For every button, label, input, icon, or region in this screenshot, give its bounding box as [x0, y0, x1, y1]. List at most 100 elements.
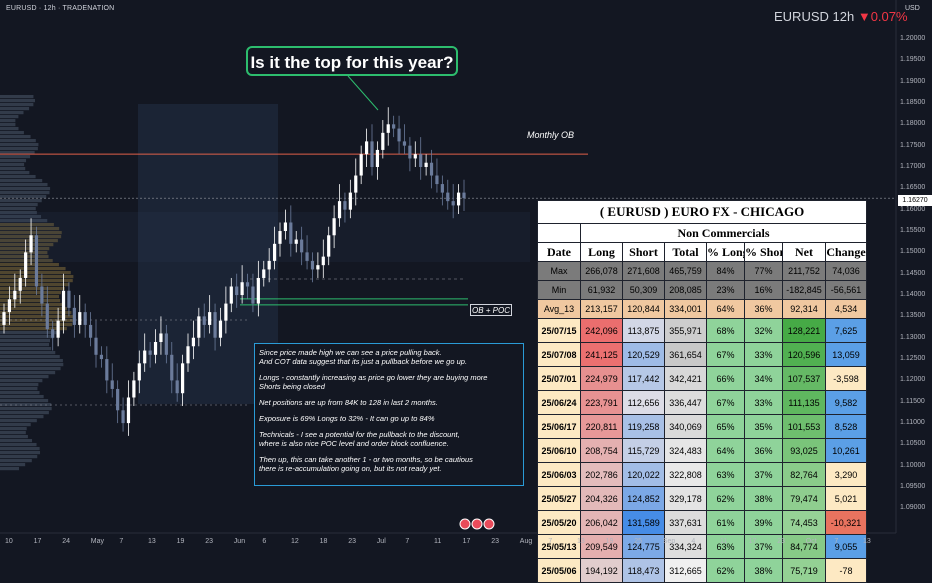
- candle-body: [110, 380, 114, 389]
- cot-cell: 33%: [744, 342, 783, 367]
- profile-bar: [0, 439, 33, 443]
- price-axis[interactable]: 1.20000 1.19500 1.19000 1.18500 1.18000 1.175…: [896, 0, 932, 550]
- cot-row: Min 61,932 50,309 208,085 23% 16% -182,845 -56,…: [537, 280, 868, 300]
- cot-cell: 79,474: [782, 486, 826, 511]
- chart-area[interactable]: [0, 0, 932, 550]
- y-tick-label: 1.09500: [900, 483, 926, 491]
- cot-cell: 120,596: [782, 342, 826, 367]
- candle-body: [310, 260, 315, 270]
- profile-bar: [0, 419, 37, 423]
- cot-cell: 206,042: [580, 510, 623, 535]
- cot-cell: 37%: [744, 462, 783, 487]
- last-price-tag: 1.16270: [898, 195, 932, 206]
- profile-bar: [0, 303, 63, 307]
- candle-body: [305, 252, 309, 261]
- profile-bar: [0, 199, 42, 203]
- profile-bar: [0, 307, 67, 311]
- cot-title: ( EURUSD ) EURO FX - CHICAGO: [536, 200, 868, 224]
- cot-cell-label: 25/05/06: [537, 558, 581, 583]
- candle-body: [208, 312, 212, 325]
- profile-bar: [0, 99, 35, 103]
- candle-body: [370, 141, 374, 167]
- cot-cell: -78: [824, 558, 868, 583]
- candle-body: [381, 132, 385, 150]
- profile-bar: [0, 383, 39, 387]
- candle-body: [51, 329, 55, 338]
- candle-body: [321, 256, 325, 266]
- x-tick-label: 7: [119, 538, 124, 545]
- cot-cell-label: Max: [537, 261, 581, 281]
- monthly-ob-label: Monthly OB: [527, 130, 575, 140]
- pane-symbol: EURUSD 12h: [774, 9, 855, 24]
- x-tick-label: Jul: [376, 538, 386, 545]
- candle-body: [132, 380, 136, 398]
- cot-cell: 131,589: [622, 510, 665, 535]
- y-tick-label: 1.11000: [900, 419, 925, 427]
- cot-cell: 33%: [744, 390, 783, 415]
- candle-body: [88, 324, 93, 338]
- x-tick-label: 6: [262, 538, 267, 545]
- profile-bar: [0, 247, 50, 251]
- cot-cell: 334,001: [664, 299, 707, 319]
- note-paragraph: Technicals - I see a potential for the p…: [259, 430, 460, 448]
- indicator-icons[interactable]: [458, 518, 498, 530]
- profile-bar: [0, 163, 25, 167]
- cot-cell: 117,442: [622, 366, 665, 391]
- indicator-icon: [471, 518, 483, 530]
- y-tick-label: 1.11500: [900, 397, 925, 405]
- y-tick-label: 1.15000: [900, 248, 926, 256]
- cot-cell: 23%: [706, 280, 745, 300]
- candle-body: [462, 192, 466, 199]
- cot-column-header: % Long: [706, 242, 745, 262]
- profile-bar: [0, 239, 58, 243]
- y-tick-label: 1.13500: [900, 312, 926, 320]
- cot-cell: 7,625: [824, 318, 868, 343]
- profile-bar: [0, 455, 38, 459]
- candles: [2, 107, 466, 436]
- cot-cell: 342,421: [664, 366, 707, 391]
- candle-body: [456, 192, 461, 206]
- profile-bar: [0, 323, 73, 327]
- cot-cell: 36%: [744, 299, 783, 319]
- cot-column-header: Date: [537, 242, 581, 262]
- cot-cell: 204,326: [580, 486, 623, 511]
- y-tick-label: 1.17000: [900, 162, 926, 170]
- cot-cell: 9,582: [824, 390, 868, 415]
- profile-bar: [0, 187, 51, 191]
- pane-title: EURUSD 12h ▼0.07%: [774, 9, 908, 24]
- cot-cell: 111,135: [782, 390, 826, 415]
- profile-bar: [0, 183, 48, 187]
- profile-bar: [0, 467, 20, 471]
- note-paragraph: Net positions are up from 84K to 128 in …: [259, 398, 438, 407]
- candle-body: [278, 231, 282, 244]
- candle-body: [229, 286, 233, 304]
- cot-cell: 101,553: [782, 414, 826, 439]
- candle-body: [45, 303, 49, 330]
- indicator-icon: [483, 518, 495, 530]
- cot-cell: 202,786: [580, 462, 623, 487]
- candle-body: [213, 312, 217, 338]
- cot-group: Non Commercials: [579, 223, 868, 243]
- profile-bar: [0, 191, 50, 195]
- cot-cell: 77%: [744, 261, 783, 281]
- cot-cell: 65%: [706, 414, 745, 439]
- price-chart[interactable]: [0, 0, 932, 550]
- cot-cell: 208,754: [580, 438, 623, 463]
- cot-cell-label: 25/06/10: [537, 438, 581, 463]
- cot-cell: 36%: [744, 438, 783, 463]
- y-tick-label: 1.12500: [900, 355, 926, 363]
- x-tick-label: 23: [491, 538, 499, 545]
- candle-body: [397, 128, 401, 142]
- profile-bar: [0, 283, 70, 287]
- profile-bar: [0, 447, 40, 451]
- profile-bar: [0, 387, 38, 391]
- cot-cell: 84,774: [782, 534, 826, 559]
- currency-label[interactable]: USD: [905, 5, 920, 12]
- candle-body: [164, 333, 168, 355]
- cot-cell: 220,811: [580, 414, 623, 439]
- profile-bar: [0, 451, 41, 455]
- candle-body: [121, 410, 125, 424]
- y-tick-label: 1.20000: [900, 34, 926, 42]
- candle-body: [392, 124, 396, 129]
- cot-row: 25/05/06 194,192 118,473 312,665 62% 38% 75,71…: [537, 558, 868, 583]
